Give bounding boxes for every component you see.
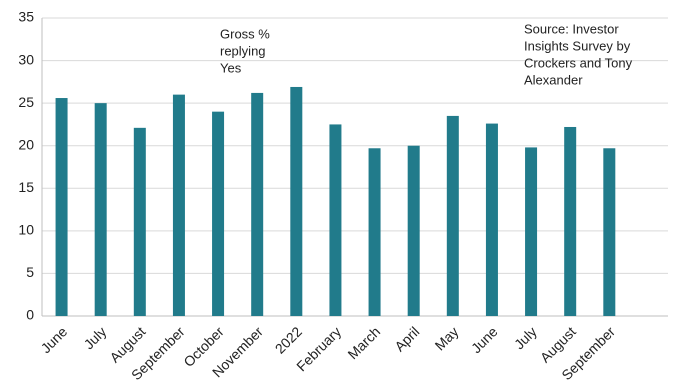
bar <box>94 103 107 317</box>
annotation: Yes <box>220 60 242 75</box>
y-tick-label: 10 <box>18 222 34 238</box>
bar <box>368 148 381 316</box>
y-tick-label: 5 <box>26 264 34 280</box>
bar <box>525 147 538 316</box>
x-tick-label: March <box>344 323 383 362</box>
bar <box>407 145 420 316</box>
bar <box>290 86 303 316</box>
x-tick-label: June <box>468 323 501 356</box>
annotation: Insights Survey by <box>524 38 631 53</box>
x-tick-label: July <box>81 323 110 352</box>
y-tick-label: 20 <box>18 136 34 152</box>
annotation: Alexander <box>524 72 583 87</box>
bar <box>212 111 225 317</box>
x-tick-label: May <box>432 323 462 353</box>
bar <box>329 124 342 316</box>
annotation: Source: Investor <box>524 21 619 36</box>
bar <box>603 148 616 316</box>
x-tick-label: June <box>38 323 71 356</box>
y-tick-label: 0 <box>26 307 34 323</box>
x-tick-label: July <box>511 323 540 352</box>
y-tick-label: 25 <box>18 94 34 110</box>
bar <box>564 126 577 317</box>
bar <box>133 127 146 316</box>
bar <box>446 115 459 317</box>
annotation: Gross % <box>220 26 270 41</box>
y-tick-label: 35 <box>18 9 34 25</box>
x-tick-label: 2022 <box>272 323 305 356</box>
y-tick-label: 30 <box>18 51 34 67</box>
annotation: replying <box>220 43 266 58</box>
bar <box>172 94 185 316</box>
bar <box>251 92 264 316</box>
x-tick-label: April <box>391 323 422 354</box>
y-tick-label: 15 <box>18 179 34 195</box>
annotation: Crockers and Tony <box>524 55 633 70</box>
bar <box>485 123 498 316</box>
bar <box>55 98 68 316</box>
